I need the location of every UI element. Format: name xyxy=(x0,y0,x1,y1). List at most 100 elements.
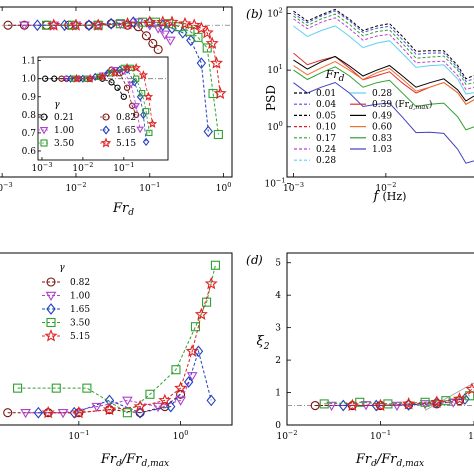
inset-point xyxy=(120,93,127,100)
inset-series-line xyxy=(76,67,153,124)
inset-xtick-label-text: 10−2 xyxy=(72,161,93,174)
panel-d-point xyxy=(447,398,459,408)
panel-a-point xyxy=(121,16,135,30)
panel-c-legend-marker xyxy=(45,291,57,301)
inset-xtick-label-text: 10−1 xyxy=(113,161,134,174)
panel-b-legend-title: Frd xyxy=(325,68,345,84)
inset-point xyxy=(142,137,150,147)
panel-b-legend-label: 0.04 xyxy=(316,100,336,110)
inset-legend-label: 1.65 xyxy=(116,126,136,136)
panel-b-frame xyxy=(286,6,474,178)
panel-c-point xyxy=(145,389,155,399)
panel-b-legend-label: 0.39 (Frd,max) xyxy=(372,99,432,111)
panel-b-legend-label: 0.28 xyxy=(372,89,392,99)
panel-a-point xyxy=(213,129,223,140)
panel-d-xtick-label-text: 1 xyxy=(468,432,474,442)
panel-b-series-line xyxy=(293,10,474,82)
inset-xtick-label: 10−3 xyxy=(31,161,52,174)
inset-ytick-label: 1.1 xyxy=(22,57,36,67)
inset-point xyxy=(131,62,141,72)
inset-point xyxy=(79,74,87,83)
inset-ytick-label: 0.7 xyxy=(22,129,37,139)
panel-a-point xyxy=(84,19,94,32)
panel-d-point xyxy=(465,382,474,395)
inset-point xyxy=(132,111,140,118)
panel-a-point xyxy=(141,31,151,41)
panel-c-point xyxy=(20,408,31,419)
panel-a-point xyxy=(69,18,83,31)
panel-a-point xyxy=(185,26,195,36)
inset-point xyxy=(108,79,115,86)
panel-b-series-line xyxy=(293,81,474,164)
panel-b-xtick-label-text: 10−2 xyxy=(375,181,396,194)
panel-b-ytick-label: 100 xyxy=(267,120,283,133)
panel-a-xtick-label: 10−3 xyxy=(0,181,13,194)
panel-c-legend-title: γ xyxy=(59,263,65,273)
panel-b-xtick-label: 10−3 xyxy=(283,181,304,194)
panel-a-point xyxy=(143,15,157,28)
panel-a-point xyxy=(3,20,13,30)
panel-d-paren-left: ( xyxy=(246,253,251,267)
panel-c-point xyxy=(190,322,201,332)
panel-a-point xyxy=(164,19,174,29)
panel-d-ylabel: ξ2 xyxy=(257,334,270,352)
inset-point xyxy=(110,67,119,74)
panel-d-point xyxy=(452,392,467,405)
panel-c-point xyxy=(210,260,220,270)
panel-a-xlabel: Frd xyxy=(112,201,134,218)
inset-legend-marker xyxy=(102,113,110,121)
panel-a-point xyxy=(164,36,176,46)
panel-a-point xyxy=(165,15,179,28)
panel-a-point xyxy=(32,19,43,32)
panel-c-point xyxy=(122,408,132,418)
panel-a-point xyxy=(213,86,227,100)
panel-b-legend-label: 0.10 xyxy=(316,123,336,133)
panel-b-legend-label: 0.17 xyxy=(316,134,336,144)
panel-d-point xyxy=(345,398,359,412)
inset-point xyxy=(147,118,158,128)
inset-legend-label: 0.82 xyxy=(116,113,136,123)
panel-d-xtick-label: 10−1 xyxy=(370,429,391,442)
panel-a-point xyxy=(203,125,213,138)
panel-a-point xyxy=(200,25,214,39)
panel-b-ylabel: PSD xyxy=(264,85,278,111)
panel-a: 10−3 10−2 10−1 100 Frd 10−3 10−2 10−1 0.6 0.7 0.8 0… xyxy=(0,6,233,218)
inset-point xyxy=(138,89,146,97)
panel-c-legend-label: 5.15 xyxy=(70,332,90,342)
panel-d-xtick-label-text: 10−2 xyxy=(276,429,297,442)
panel-c-point xyxy=(183,376,194,388)
panel-c-point xyxy=(174,381,188,394)
panel-a-xtick-label-text: 10−1 xyxy=(139,181,160,194)
panel-c-point xyxy=(72,405,86,419)
panel-c-point xyxy=(206,394,216,407)
panel-a-xtick-label-text: 10−2 xyxy=(65,181,86,194)
panel-d-xlabel: Frd/Frd,max xyxy=(355,452,424,469)
inset-point xyxy=(136,126,144,134)
panel-c-point xyxy=(57,408,69,419)
panel-d-label: d xyxy=(251,253,259,267)
inset-point xyxy=(99,75,106,82)
panel-d-point xyxy=(338,399,348,412)
inset-point xyxy=(97,71,108,81)
inset-point xyxy=(85,73,95,83)
panel-d-xtick-label-text: 10−1 xyxy=(370,429,391,442)
inset-point xyxy=(114,84,121,91)
inset-point xyxy=(58,75,65,82)
panel-a-xtick-label-text: 100 xyxy=(216,181,232,194)
panel-c-point xyxy=(152,402,164,413)
panel-d-ytick-label: 4 xyxy=(275,291,281,301)
inset-ytick-label: 0.9 xyxy=(22,93,37,103)
panel-b-paren-right: ) xyxy=(257,7,263,21)
inset-point xyxy=(51,75,58,82)
panel-d-point xyxy=(402,397,416,410)
panel-c-point xyxy=(102,402,116,416)
inset-legend-label: 1.00 xyxy=(54,126,74,136)
inset-ytick-label: 1.0 xyxy=(22,75,37,85)
panel-a-point xyxy=(128,16,139,29)
inset-series-line xyxy=(70,69,147,142)
panel-c-legend-marker xyxy=(44,329,58,342)
inset-point xyxy=(127,81,135,89)
panel-c-point xyxy=(171,365,181,375)
inset-ytick-label: 0.6 xyxy=(22,147,37,157)
